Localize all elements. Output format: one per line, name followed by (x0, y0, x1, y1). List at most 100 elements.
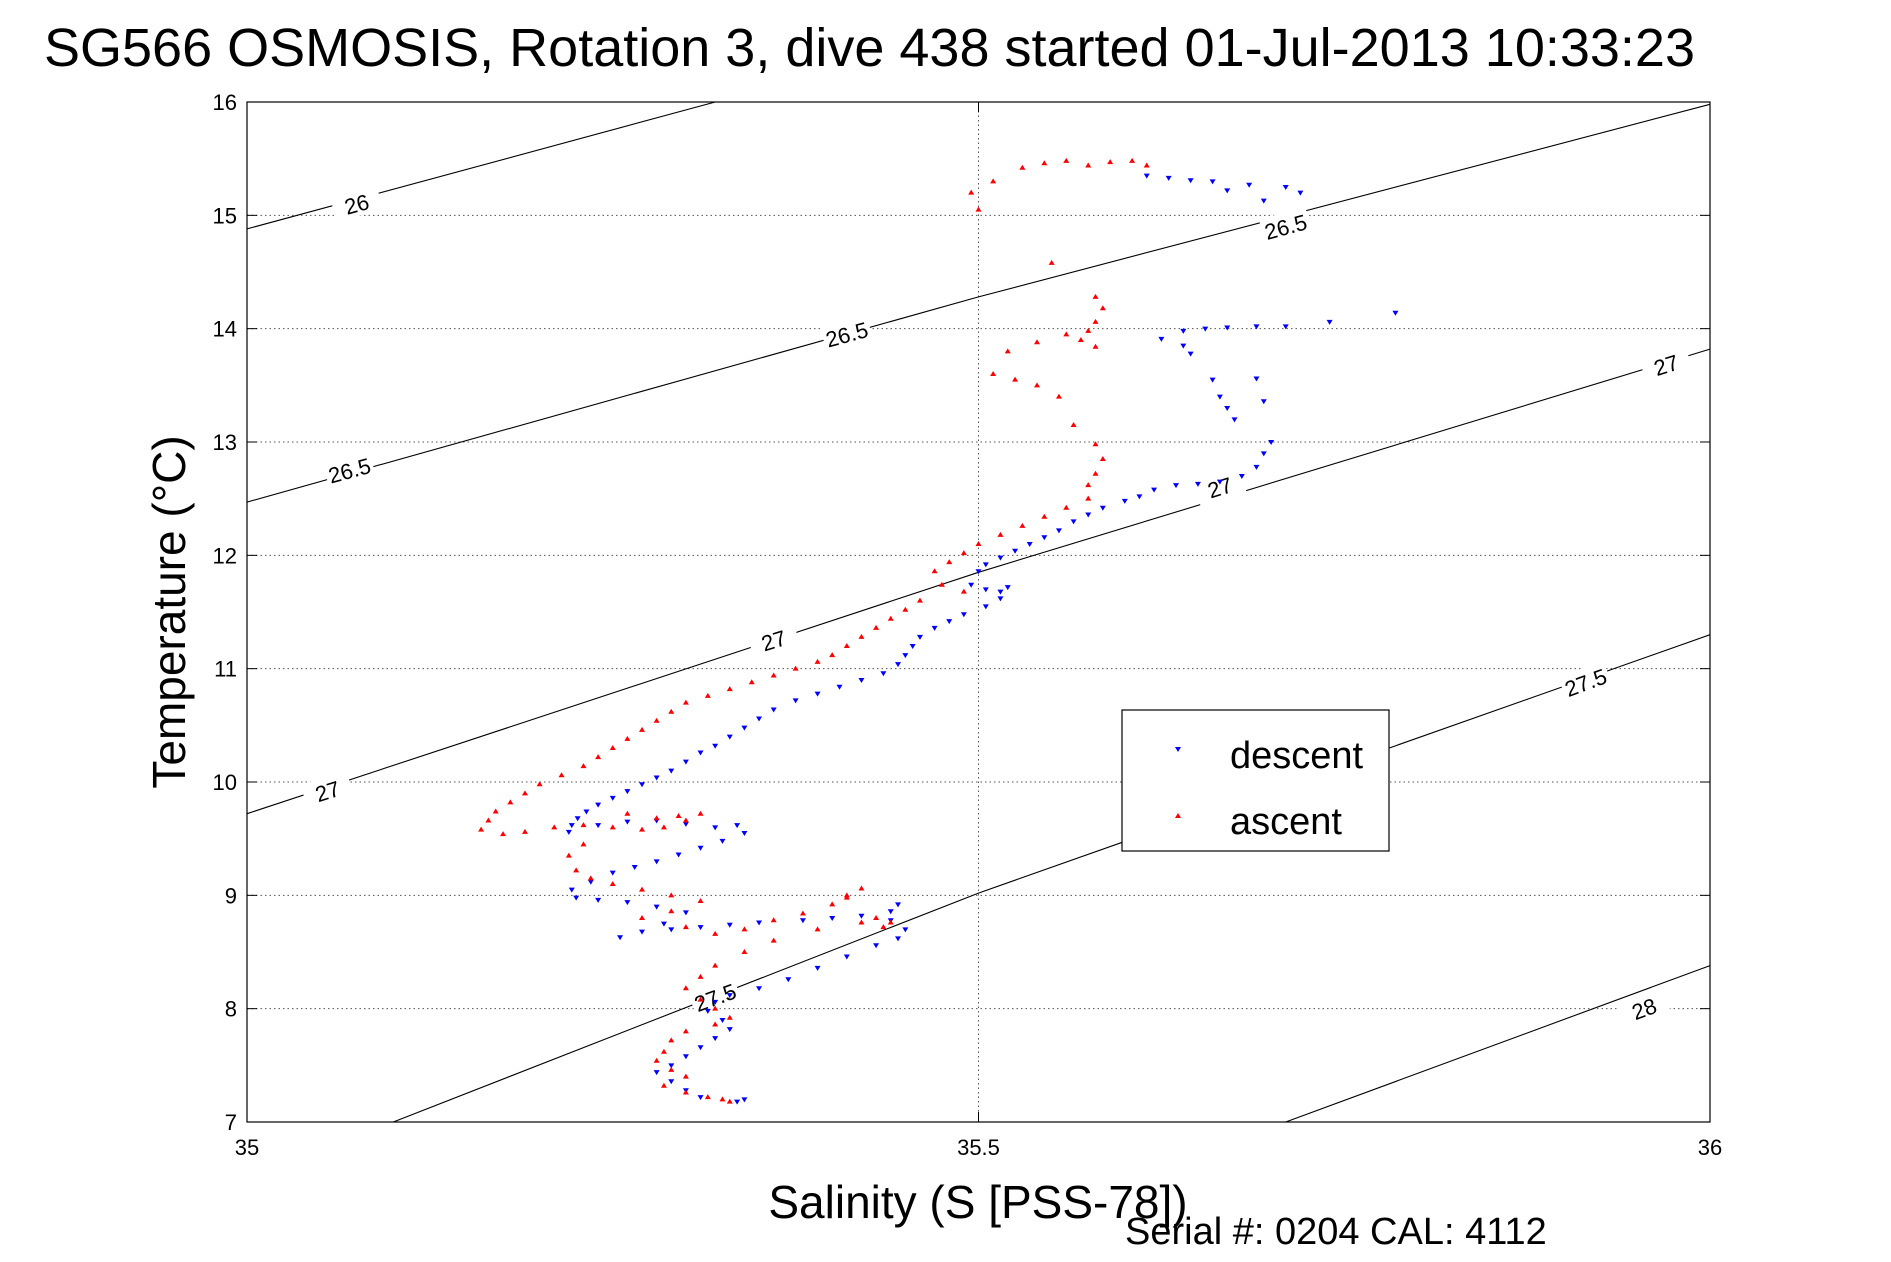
descent-point (624, 819, 631, 825)
ascent-point (551, 824, 558, 830)
ascent-point (624, 735, 631, 741)
descent-point (1173, 483, 1180, 489)
descent-point (653, 904, 660, 910)
ascent-point (682, 985, 689, 991)
descent-point (1187, 178, 1194, 184)
y-tick-label: 10 (213, 770, 237, 795)
ascent-point (580, 822, 587, 828)
ascent-point (682, 1028, 689, 1034)
descent-point (609, 870, 616, 876)
descent-point (960, 612, 967, 618)
ascent-point (938, 581, 945, 587)
ascent-point (507, 799, 514, 805)
ascent-point (792, 665, 799, 671)
descent-point (697, 925, 704, 931)
y-tick-label: 16 (213, 90, 237, 115)
descent-point (712, 1036, 719, 1042)
descent-point (568, 823, 575, 829)
ascent-point (858, 885, 865, 891)
y-tick-label: 8 (225, 997, 237, 1022)
descent-point (660, 921, 667, 927)
ascent-point (704, 692, 711, 698)
descent-point (697, 845, 704, 851)
ascent-point (843, 643, 850, 648)
descent-point (887, 909, 894, 915)
ascent-point (880, 924, 887, 930)
ascent-point (1041, 160, 1048, 166)
descent-point (726, 734, 733, 740)
descent-point (712, 825, 719, 831)
ascent-point (741, 949, 748, 954)
descent-point (1187, 351, 1194, 357)
descent-point (975, 569, 982, 575)
ascent-point (492, 808, 499, 814)
descent-point (741, 1097, 748, 1103)
descent-point (704, 1008, 711, 1014)
ascent-point (624, 810, 631, 816)
legend: descent ascent (1121, 709, 1390, 852)
ascent-point (990, 178, 997, 184)
descent-point (895, 936, 902, 942)
ascent-point (521, 790, 528, 796)
ascent-point (858, 633, 865, 639)
y-tick-label: 11 (214, 657, 237, 682)
descent-point (756, 986, 763, 992)
ascent-point (639, 886, 646, 892)
descent-point (1231, 417, 1238, 423)
descent-point (682, 821, 689, 827)
ascent-point (1055, 393, 1062, 399)
descent-point (682, 1054, 689, 1060)
contour-line (393, 634, 1711, 1123)
ascent-point (902, 606, 909, 612)
descent-point (814, 691, 821, 697)
contour-label-bg (746, 619, 801, 660)
ascent-point (712, 962, 719, 968)
contour-label-bg (1192, 466, 1247, 507)
ascent-point (726, 1014, 733, 1020)
descent-point (1216, 394, 1223, 400)
descent-point (1026, 542, 1033, 547)
contour-line (246, 348, 1711, 815)
contour-label: 26.5 (823, 317, 871, 352)
ascent-point (858, 919, 865, 925)
ascent-point (887, 615, 894, 621)
ascent-point (1041, 513, 1048, 519)
ascent-point (485, 817, 492, 823)
ascent-point (770, 937, 777, 943)
ascent-point (668, 708, 675, 714)
chart-title: SG566 OSMOSIS, Rotation 3, dive 438 star… (44, 18, 1695, 78)
descent-point (880, 671, 887, 677)
ascent-point (682, 1089, 689, 1095)
ascent-point (873, 915, 880, 920)
contour-label-bg (322, 450, 376, 489)
ascent-point (639, 915, 646, 920)
ascent-point (975, 206, 982, 212)
ascent-point (682, 924, 689, 930)
descent-point (573, 895, 580, 901)
contour-line (246, 103, 1711, 503)
descent-point (799, 918, 806, 924)
descent-point (1202, 326, 1209, 332)
ascent-point (1092, 293, 1099, 299)
descent-point (770, 707, 777, 713)
descent-point (997, 596, 1004, 602)
contour-label-bg (329, 184, 384, 222)
descent-point (1238, 474, 1245, 479)
ascent-point (770, 672, 777, 678)
descent-point (565, 829, 572, 835)
ascent-point (682, 699, 689, 705)
ascent-point (1012, 376, 1019, 382)
ascent-point (478, 826, 485, 832)
ascent-point (916, 597, 923, 603)
ascent-point (799, 910, 806, 916)
contour-line (246, 101, 716, 230)
descent-point (668, 1063, 675, 1069)
ascent-point (1048, 259, 1055, 265)
ascent-point (1034, 339, 1041, 345)
ascent-point (1063, 331, 1070, 337)
ascent-point (931, 568, 938, 574)
ascent-point (1063, 157, 1070, 163)
ascent-point (675, 813, 682, 818)
descent-point (982, 604, 989, 610)
descent-point (668, 927, 675, 933)
